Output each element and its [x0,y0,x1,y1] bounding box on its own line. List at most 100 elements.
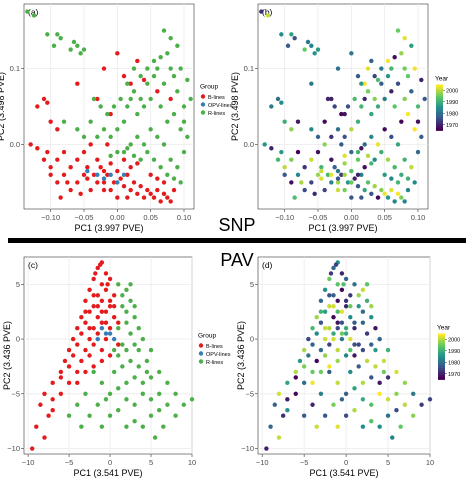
data-point-year [328,271,334,276]
data-point-year [342,153,347,159]
data-point-year [342,111,347,117]
data-point-year [285,43,291,48]
x-tick-label: 0.10 [411,213,426,222]
data-point-year [369,418,374,424]
data-point-r-lines [124,287,129,293]
pav-section-label: PAV [220,250,253,270]
data-point-b-lines [99,309,105,314]
data-point-year [335,298,340,303]
data-point-r-lines [51,43,57,48]
data-point-year [359,104,364,109]
data-point-year [322,309,328,314]
data-point-b-lines [103,287,109,293]
data-point-year [339,336,345,342]
data-point-r-lines [171,111,177,117]
data-point-b-lines [111,314,117,320]
data-point-year [355,149,361,155]
data-point-year [269,146,274,151]
data-point-year [369,375,374,380]
data-point-year [327,342,332,347]
data-point-b-lines [91,276,96,282]
y-tick-label: 0 [16,335,20,344]
data-point-r-lines [181,104,187,109]
data-point-b-lines [75,369,80,375]
data-point-r-lines [181,402,187,407]
data-point-b-lines [125,172,130,178]
data-point-year [355,172,361,178]
data-point-b-lines [66,347,72,353]
data-point-year [275,157,281,162]
colorbar-title: Year [435,76,449,83]
colorbar-segment [436,86,443,90]
data-point-b-lines [95,96,100,102]
data-point-r-lines [81,134,87,140]
data-point-year [419,134,424,140]
data-point-b-lines [35,146,40,151]
data-point-year [292,195,297,200]
panel-tag: (a) [28,7,39,17]
data-point-b-lines [62,358,68,364]
x-tick-label: −5 [65,458,74,467]
data-point-year [329,157,334,162]
data-point-r-lines [171,73,177,79]
data-point-year [343,331,349,336]
data-point-year [315,149,321,155]
data-point-year [369,342,374,347]
colorbar-segment [436,91,443,95]
data-point-year [369,304,374,309]
data-point-year [364,282,370,287]
data-point-r-lines [120,342,125,347]
data-point-r-lines [91,369,96,375]
data-point-year [335,176,341,181]
data-point-year [356,304,361,309]
data-point-b-lines [87,325,92,331]
data-point-r-lines [108,134,113,140]
legend-entry: OPV-lines [208,103,233,109]
data-point-year [373,364,378,369]
data-point-b-lines [108,187,113,193]
data-point-year [339,142,344,147]
colorbar-segment [436,125,443,129]
data-point-b-lines [50,397,55,402]
data-point-r-lines [128,358,133,364]
data-point-b-lines [95,265,100,271]
data-point-year [348,336,353,342]
data-point-b-lines [128,187,133,193]
data-point-year [331,314,336,320]
data-point-r-lines [116,282,121,287]
data-point-b-lines [99,298,105,303]
data-point-year [325,172,331,178]
data-point-b-lines [41,96,47,102]
data-point-year [381,358,387,364]
data-point-year [364,298,370,303]
data-point-year [310,342,315,347]
data-point-b-lines [135,191,140,197]
data-point-b-lines [151,195,157,200]
colorbar-segment [438,349,445,353]
data-point-year [402,402,408,407]
data-point-year [318,347,324,353]
data-point-year [381,369,387,375]
data-point-year [372,184,377,189]
data-point-r-lines [135,111,140,117]
data-point-b-lines [101,180,107,185]
data-point-year [360,320,366,325]
data-point-r-lines [161,28,167,33]
data-point-b-lines [116,320,121,325]
data-point-b-lines [105,282,110,287]
data-point-year [327,369,332,375]
data-point-r-lines [111,104,117,109]
data-point-year [322,187,327,193]
data-point-year [360,347,366,353]
data-point-b-lines [135,58,140,64]
data-point-r-lines [131,89,137,94]
data-point-year [352,353,357,358]
data-point-b-lines [70,336,76,342]
data-point-year [402,35,407,41]
data-point-year [377,391,382,397]
data-point-year [315,134,321,140]
data-point-year [289,32,294,37]
data-point-year [262,142,267,147]
data-point-year [352,342,357,347]
data-point-r-lines [124,424,129,429]
